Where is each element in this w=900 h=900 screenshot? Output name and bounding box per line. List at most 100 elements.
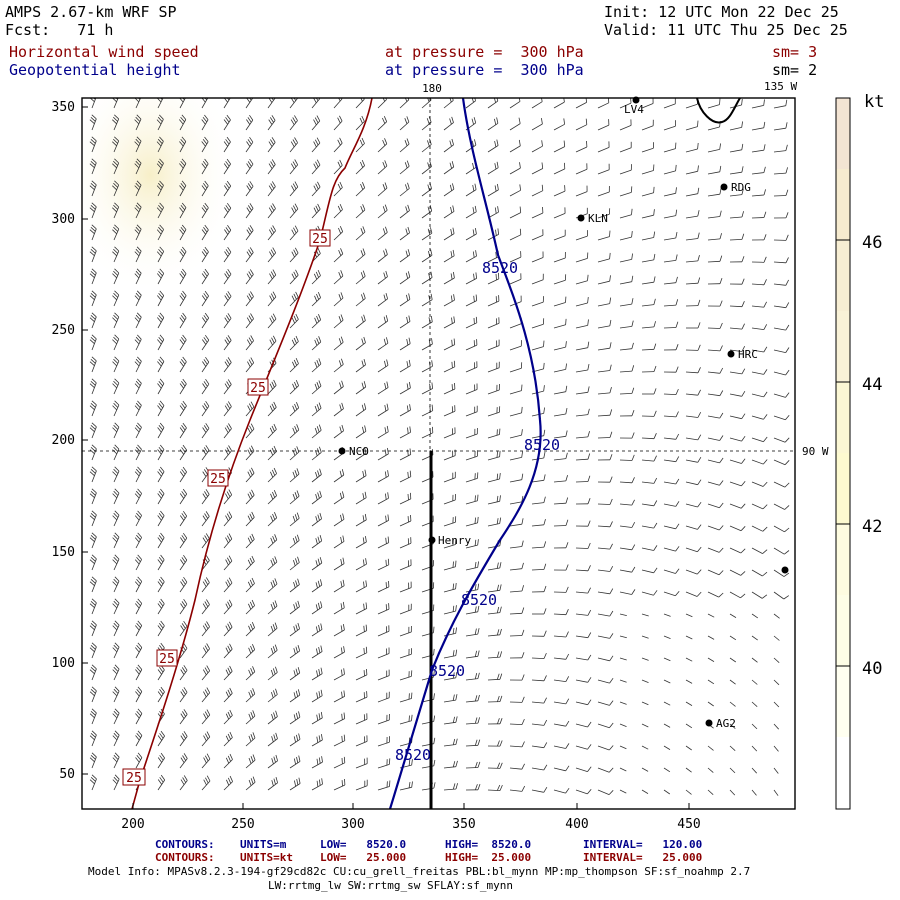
wind-barb [223, 665, 233, 681]
wind-barb [112, 752, 120, 769]
wind-barb [487, 295, 500, 307]
wind-barb [663, 613, 671, 617]
wind-barb [465, 294, 478, 307]
wind-barb [729, 301, 745, 308]
wind-barb [575, 721, 592, 728]
wind-barb [729, 413, 746, 420]
wind-barb [112, 312, 120, 329]
wind-barb [619, 544, 636, 551]
wind-barb [223, 379, 232, 395]
wind-barb [707, 701, 714, 707]
wind-barb [89, 422, 97, 439]
colorbar: kt 46 44 42 40 [835, 92, 884, 810]
wind-barb [311, 269, 321, 285]
wind-barb [707, 390, 724, 397]
wind-barb [685, 789, 692, 795]
wind-barb [465, 383, 478, 395]
wind-barb [553, 743, 570, 749]
wind-barb [443, 605, 457, 615]
pressure-level-1: at pressure = 300 hPa [385, 43, 584, 61]
wind-barb [289, 468, 300, 483]
wind-barb [157, 598, 165, 615]
wind-barb [157, 400, 165, 417]
colorbar-unit: kt [864, 92, 884, 112]
wind-barb [707, 502, 724, 509]
wind-barb [443, 249, 455, 263]
wind-barb [487, 740, 503, 747]
wind-barb [156, 224, 164, 241]
wind-barb [179, 180, 187, 197]
wind-barb [729, 390, 746, 397]
wind-barb [509, 741, 525, 748]
wind-barb [509, 652, 525, 659]
wind-barb [134, 312, 142, 329]
wind-barb [245, 666, 256, 681]
wind-barb [201, 423, 210, 439]
wind-barb [355, 137, 365, 153]
wind-barb [575, 609, 592, 616]
wind-barb [553, 653, 570, 660]
wind-barb [553, 631, 569, 638]
wind-barb [89, 378, 97, 395]
wind-barb [597, 588, 614, 595]
wind-barb [707, 613, 715, 618]
wind-barb [641, 186, 655, 197]
wind-barb [377, 669, 390, 681]
wind-barb [597, 319, 612, 329]
wind-barb [465, 628, 480, 637]
wind-barb [134, 268, 142, 285]
wind-barb [487, 718, 503, 725]
wind-barb [729, 481, 746, 487]
wind-barb [531, 563, 547, 571]
wind-barb [157, 620, 165, 637]
wind-barb [399, 381, 411, 395]
wind-barb [773, 767, 779, 774]
smoothing-1: sm= 3 [772, 43, 818, 61]
wind-barb [553, 609, 569, 616]
wind-barb [355, 536, 367, 549]
wind-barb [333, 513, 345, 527]
wind-barb [89, 752, 97, 769]
model-title: AMPS 2.67-km WRF SP [5, 3, 177, 21]
wind-barb [112, 378, 120, 395]
wind-barb [685, 277, 701, 285]
wind-barb [112, 114, 120, 131]
wind-barb [663, 723, 671, 728]
wind-barb [223, 445, 232, 461]
colorbar-tick: 40 [862, 659, 882, 679]
wind-barb [443, 183, 455, 197]
wind-barb [179, 554, 188, 571]
wind-barb [399, 426, 411, 439]
wind-barb [685, 501, 702, 508]
wind-barb [465, 316, 478, 329]
wind-barb [729, 789, 736, 796]
wind-barb [597, 610, 614, 617]
wind-barb [575, 386, 590, 395]
wind-barb [641, 745, 649, 750]
wind-barb [509, 518, 524, 527]
wind-barb [751, 369, 768, 375]
wind-barb [443, 360, 456, 373]
wind-barb [751, 525, 768, 532]
wind-barb [509, 674, 525, 681]
wind-barb [223, 643, 233, 659]
wind-barb [179, 224, 187, 241]
wind-barb [289, 225, 299, 241]
wind-barb [685, 367, 701, 374]
wind-barb [707, 679, 715, 685]
wind-barb [399, 182, 410, 197]
wind-barb [773, 234, 789, 241]
wind-barb [112, 576, 120, 593]
wind-barb [89, 114, 97, 131]
wind-barb [134, 510, 142, 527]
wind-barb [245, 467, 255, 483]
wind-barb [663, 568, 680, 574]
wind-barb [377, 248, 388, 263]
wind-barb [333, 646, 345, 659]
wind-barb [399, 514, 412, 527]
wind-barb [685, 344, 701, 351]
wind-barb [157, 576, 165, 593]
wind-barb [112, 246, 120, 263]
wind-barb [773, 701, 780, 708]
wind-barb [641, 567, 658, 574]
